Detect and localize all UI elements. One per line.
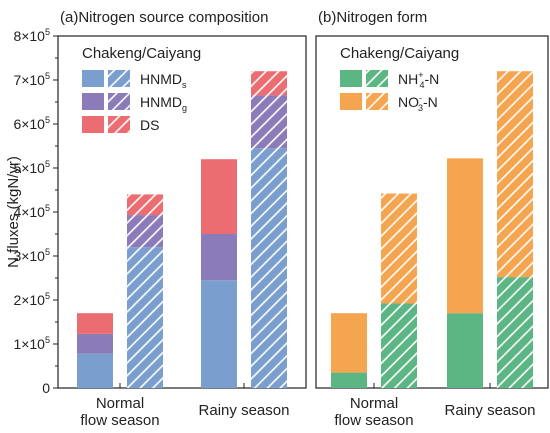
legend-swatch-hatched	[366, 93, 388, 110]
y-tick-exponent: 5	[45, 291, 50, 301]
legend-label: HNMDg	[140, 94, 187, 113]
legend-title: Chakeng/Caiyang	[82, 45, 201, 62]
legend-label-sub: 3	[418, 103, 423, 113]
bar-segment	[447, 313, 483, 388]
y-tick-label: 7×105	[13, 71, 50, 88]
legend-label-base: HNMD	[140, 94, 182, 110]
legend-label-sup: -	[419, 93, 422, 103]
category-label: Rainy season	[199, 402, 290, 419]
category-label: flow season	[334, 412, 413, 429]
y-tick-mantissa: 6×10	[13, 116, 45, 132]
y-tick-mantissa: 3×10	[13, 248, 45, 264]
legend-label-base: DS	[140, 117, 159, 133]
bar-segment	[251, 95, 287, 149]
legend-label: DS	[140, 117, 159, 133]
legend-title: Chakeng/Caiyang	[340, 45, 459, 62]
bar-segment	[251, 71, 287, 96]
panel-a: (a)Nitrogen source composition Normalflow…	[57, 9, 307, 429]
legend-swatch-solid	[82, 93, 104, 110]
y-axis-title: N fluxes (kgN/yr)	[5, 156, 22, 268]
y-tick-mantissa: 8×10	[13, 28, 45, 44]
bar-segment	[497, 277, 533, 388]
legend-label-base: NO	[398, 94, 419, 110]
legend-swatch-hatched	[108, 116, 130, 133]
category-label: Rainy season	[445, 402, 536, 419]
y-tick-mantissa: 0	[42, 380, 50, 396]
bar-segment	[127, 194, 163, 216]
bar-segment	[381, 193, 417, 304]
legend-label-sub: 4	[420, 80, 425, 90]
legend-swatch-solid	[340, 70, 362, 87]
bar-segment	[381, 303, 417, 388]
y-axis: 01×1052×1053×1054×1055×1056×1057×1058×10…	[5, 27, 58, 396]
y-tick-exponent: 5	[45, 159, 50, 169]
y-tick-label: 2×105	[13, 291, 50, 308]
category-label: Normal	[96, 395, 144, 412]
legend-label-sub: g	[182, 103, 187, 113]
legend-swatch-solid	[82, 116, 104, 133]
bar-segment	[497, 71, 533, 278]
legend-swatch-hatched	[366, 70, 388, 87]
panel-title: (b)Nitrogen form	[318, 9, 427, 26]
category-label: flow season	[80, 412, 159, 429]
panel-title: (a)Nitrogen source composition	[60, 9, 268, 26]
legend-label-sub: s	[182, 80, 187, 90]
y-tick-exponent: 5	[45, 203, 50, 213]
bar-segment	[251, 148, 287, 388]
legend-label-base: NH	[398, 71, 418, 87]
y-tick-mantissa: 1×10	[13, 336, 45, 352]
y-tick-mantissa: 2×10	[13, 292, 45, 308]
y-tick-exponent: 5	[45, 71, 50, 81]
y-tick-label: 4×105	[13, 203, 50, 220]
legend-label: HNMDs	[140, 71, 187, 90]
y-tick-label: 0	[42, 380, 50, 396]
legend-label-sup: +	[418, 70, 423, 80]
plot-frame	[315, 35, 549, 389]
y-tick-mantissa: 7×10	[13, 72, 45, 88]
y-tick-label: 3×105	[13, 247, 50, 264]
bar-segment	[201, 280, 237, 388]
legend-label-suffix: -N	[423, 94, 438, 110]
y-tick-exponent: 5	[45, 247, 50, 257]
legend-label-base: HNMD	[140, 71, 182, 87]
legend-swatch-solid	[82, 70, 104, 87]
y-tick-exponent: 5	[45, 115, 50, 125]
y-tick-exponent: 5	[45, 27, 50, 37]
bar-segment	[447, 158, 483, 314]
y-tick-label: 6×105	[13, 115, 50, 132]
y-tick-exponent: 5	[45, 335, 50, 345]
legend-swatch-hatched	[108, 70, 130, 87]
y-tick-mantissa: 5×10	[13, 160, 45, 176]
bar-segment	[127, 247, 163, 388]
bar-segment	[201, 159, 237, 234]
y-tick-mantissa: 4×10	[13, 204, 45, 220]
bar-segment	[77, 313, 113, 334]
bar-segment	[77, 333, 113, 354]
bar-segment	[127, 215, 163, 248]
bar-segment	[331, 372, 367, 388]
bar-segment	[331, 313, 367, 373]
legend-label-suffix: -N	[425, 71, 440, 87]
legend-label: NH+ 4-N	[398, 70, 439, 90]
y-tick-label: 5×105	[13, 159, 50, 176]
bar-segment	[77, 353, 113, 388]
legend-swatch-hatched	[108, 93, 130, 110]
legend-label: NO-3-N	[398, 93, 438, 113]
y-tick-label: 1×105	[13, 335, 50, 352]
legend-swatch-solid	[340, 93, 362, 110]
bar-segment	[201, 234, 237, 281]
category-label: Normal	[350, 395, 398, 412]
y-tick-label: 8×105	[13, 27, 50, 44]
